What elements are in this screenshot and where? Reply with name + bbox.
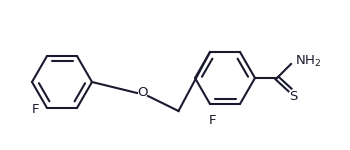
Text: F: F — [208, 114, 216, 127]
Text: S: S — [289, 90, 297, 102]
Text: F: F — [32, 103, 39, 117]
Text: O: O — [138, 87, 148, 99]
Text: NH$_2$: NH$_2$ — [295, 53, 321, 69]
